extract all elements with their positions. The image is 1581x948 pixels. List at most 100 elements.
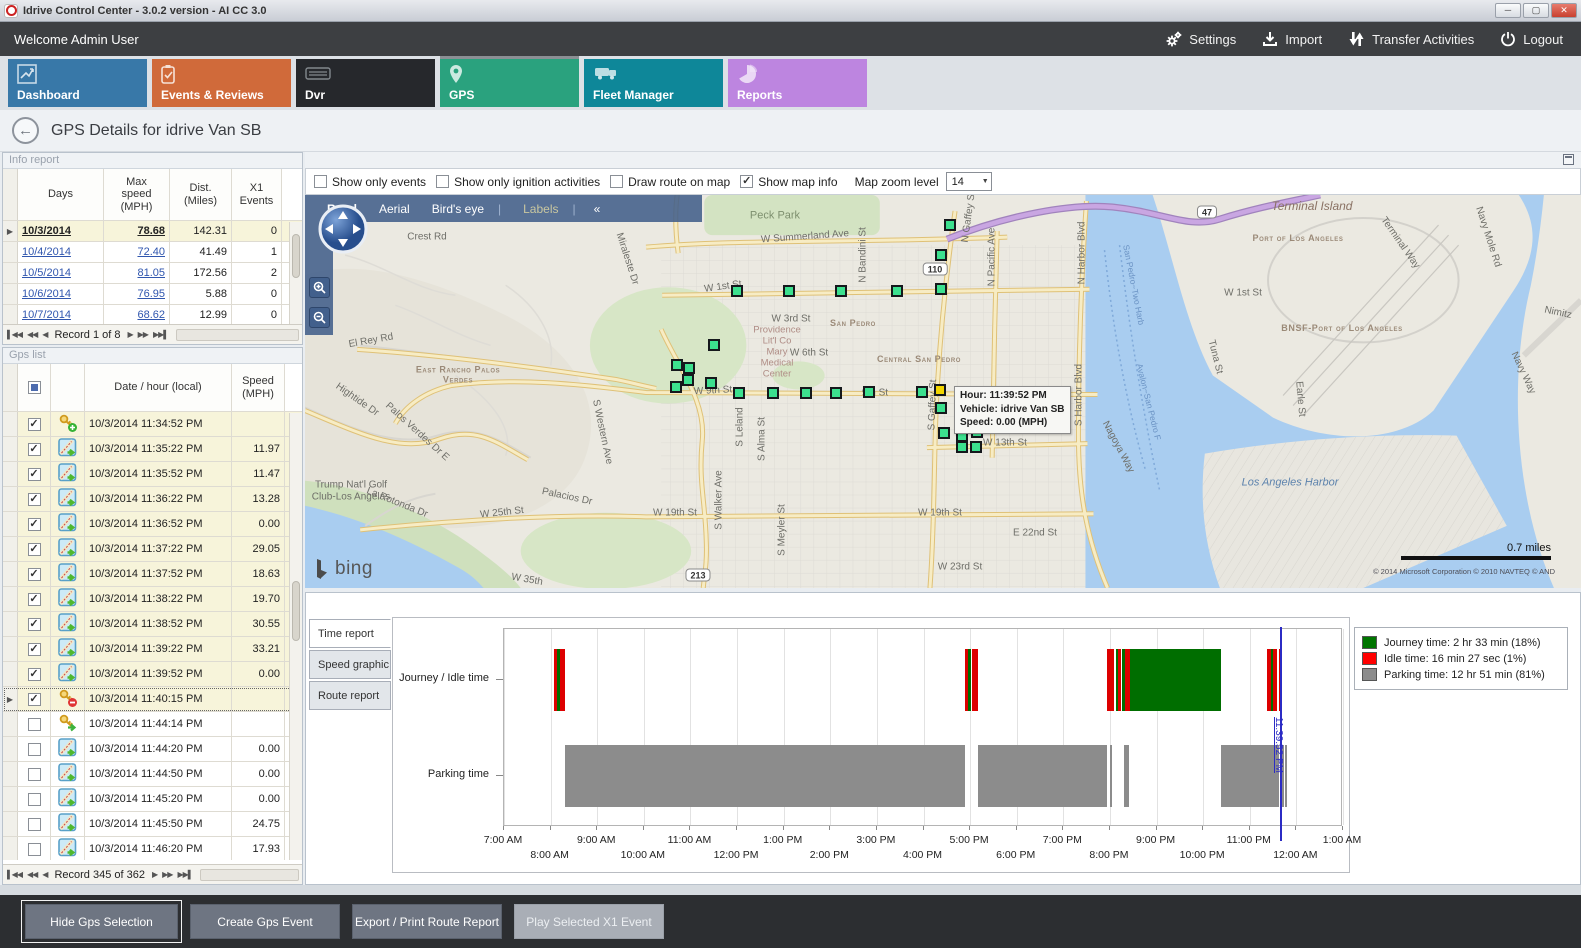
- map-zoom-out-button[interactable]: [309, 307, 330, 328]
- row-checkbox[interactable]: [27, 642, 41, 656]
- row-checkbox[interactable]: [27, 442, 41, 456]
- gps-list-row[interactable]: 10/3/2014 11:36:52 PM0.00: [3, 512, 302, 537]
- map-view-birdseye[interactable]: Bird's eye: [431, 201, 484, 216]
- gps-marker[interactable]: [935, 283, 947, 295]
- row-checkbox[interactable]: [27, 592, 41, 606]
- gps-marker[interactable]: [731, 285, 743, 297]
- row-checkbox[interactable]: [27, 667, 41, 681]
- map-view-labels[interactable]: Labels: [523, 201, 559, 216]
- row-checkbox[interactable]: [27, 617, 41, 631]
- gps-list-row[interactable]: 10/3/2014 11:34:52 PM: [3, 412, 302, 437]
- info-report-row[interactable]: 10/6/2014 76.95 5.88 0: [3, 284, 302, 305]
- gps-marker[interactable]: [708, 339, 720, 351]
- map-option-4[interactable]: Show map info: [740, 175, 838, 189]
- gps-list-row[interactable]: 10/3/2014 11:45:20 PM 0.00: [3, 787, 302, 812]
- max-speed-link[interactable]: 68.62: [137, 309, 165, 321]
- gps-marker-selected[interactable]: [934, 384, 946, 396]
- gps-list-row[interactable]: 10/3/2014 11:39:52 PM0.00: [3, 662, 302, 687]
- info-report-row[interactable]: 10/7/2014 68.62 12.99 0: [3, 305, 302, 326]
- gps-marker[interactable]: [733, 387, 745, 399]
- hide-gps-selection-button[interactable]: Hide Gps Selection: [21, 900, 182, 943]
- bing-map[interactable]: Peck Park Crest Rd W Summerland Ave Mirales…: [305, 195, 1581, 588]
- day-link[interactable]: 10/7/2014: [22, 309, 71, 321]
- gps-marker[interactable]: [671, 359, 683, 371]
- gps-marker[interactable]: [767, 387, 779, 399]
- prev-record-button[interactable]: ◀: [42, 330, 48, 339]
- day-link[interactable]: 10/5/2014: [22, 267, 71, 279]
- gps-list-row[interactable]: 10/3/2014 11:46:20 PM 17.93: [3, 837, 302, 860]
- last-record-button[interactable]: ▶▶▌: [152, 330, 169, 339]
- tab-dvr[interactable]: Dvr: [296, 59, 435, 107]
- gps-marker[interactable]: [916, 386, 928, 398]
- map-view-aerial[interactable]: Aerial: [379, 201, 410, 216]
- settings-button[interactable]: Settings: [1165, 31, 1236, 48]
- gps-list-scrollbar[interactable]: [289, 413, 302, 860]
- row-checkbox[interactable]: [27, 792, 41, 806]
- row-checkbox[interactable]: [27, 842, 41, 856]
- gps-list-row[interactable]: 10/3/2014 11:44:20 PM 0.00: [3, 737, 302, 762]
- select-all-checkbox[interactable]: [27, 381, 41, 394]
- gps-marker[interactable]: [682, 374, 694, 386]
- info-report-row[interactable]: ▶ 10/3/2014 78.68 142.31 0: [3, 221, 302, 242]
- gps-marker[interactable]: [891, 285, 903, 297]
- gps-list-row[interactable]: 10/3/2014 11:45:50 PM 24.75: [3, 812, 302, 837]
- row-checkbox[interactable]: [27, 492, 41, 506]
- gps-marker[interactable]: [956, 441, 968, 453]
- max-speed-link[interactable]: 72.40: [137, 246, 165, 258]
- info-report-row[interactable]: 10/4/2014 72.40 41.49 1: [3, 242, 302, 263]
- next-record-button[interactable]: ▶: [127, 330, 134, 339]
- max-speed-link[interactable]: 76.95: [137, 288, 165, 300]
- logout-button[interactable]: Logout: [1500, 31, 1563, 47]
- tab-reports[interactable]: Reports: [728, 59, 867, 107]
- map-panel-expand-icon[interactable]: [1563, 154, 1574, 165]
- info-report-row[interactable]: 10/5/2014 81.05 172.56 2: [3, 263, 302, 284]
- max-speed-link[interactable]: 81.05: [137, 267, 165, 279]
- gps-marker[interactable]: [830, 387, 842, 399]
- tab-gps[interactable]: GPS: [440, 56, 579, 107]
- horizontal-scrollbar[interactable]: [175, 328, 299, 341]
- gps-marker[interactable]: [863, 386, 875, 398]
- gps-marker[interactable]: [683, 362, 695, 374]
- first-record-button[interactable]: ▌◀◀: [7, 870, 23, 879]
- minimize-button[interactable]: ─: [1495, 3, 1521, 18]
- checkbox[interactable]: [314, 175, 327, 188]
- gps-marker[interactable]: [705, 377, 717, 389]
- row-checkbox[interactable]: [27, 717, 41, 731]
- gps-list-row[interactable]: 10/3/2014 11:44:14 PM: [3, 712, 302, 737]
- close-button[interactable]: ✕: [1551, 3, 1577, 18]
- fast-next-button[interactable]: ▶▶: [137, 330, 149, 339]
- fast-prev-button[interactable]: ◀◀: [26, 870, 38, 879]
- gps-marker[interactable]: [670, 381, 682, 393]
- map-option-1[interactable]: Show only events: [314, 175, 426, 189]
- gps-list-row[interactable]: 10/3/2014 11:44:50 PM 0.00: [3, 762, 302, 787]
- gps-marker[interactable]: [944, 219, 956, 231]
- tab-events[interactable]: Events & Reviews: [152, 59, 291, 107]
- gps-marker[interactable]: [783, 285, 795, 297]
- row-checkbox[interactable]: [27, 517, 41, 531]
- back-button[interactable]: ←: [12, 117, 39, 144]
- gps-marker[interactable]: [835, 285, 847, 297]
- last-record-button[interactable]: ▶▶▌: [177, 870, 193, 879]
- gps-list-row[interactable]: ▶ 10/3/2014 11:40:15 PM: [3, 687, 302, 712]
- row-checkbox[interactable]: [27, 817, 41, 831]
- row-checkbox[interactable]: [27, 567, 41, 581]
- day-link[interactable]: 10/4/2014: [22, 246, 71, 258]
- day-link[interactable]: 10/3/2014: [22, 225, 71, 237]
- chart-tab-speed-graphic[interactable]: Speed graphic: [309, 650, 391, 679]
- row-checkbox[interactable]: [27, 742, 41, 756]
- tab-fleet[interactable]: Fleet Manager: [584, 59, 723, 107]
- first-record-button[interactable]: ▌◀◀: [7, 330, 23, 339]
- horizontal-scrollbar[interactable]: [200, 868, 299, 881]
- day-link[interactable]: 10/6/2014: [22, 288, 71, 300]
- row-checkbox[interactable]: [27, 542, 41, 556]
- fast-prev-button[interactable]: ◀◀: [26, 330, 38, 339]
- prev-record-button[interactable]: ◀: [42, 870, 48, 879]
- export-print-route-report-button[interactable]: Export / Print Route Report: [352, 904, 502, 939]
- row-checkbox[interactable]: [27, 767, 41, 781]
- next-record-button[interactable]: ▶: [151, 870, 158, 879]
